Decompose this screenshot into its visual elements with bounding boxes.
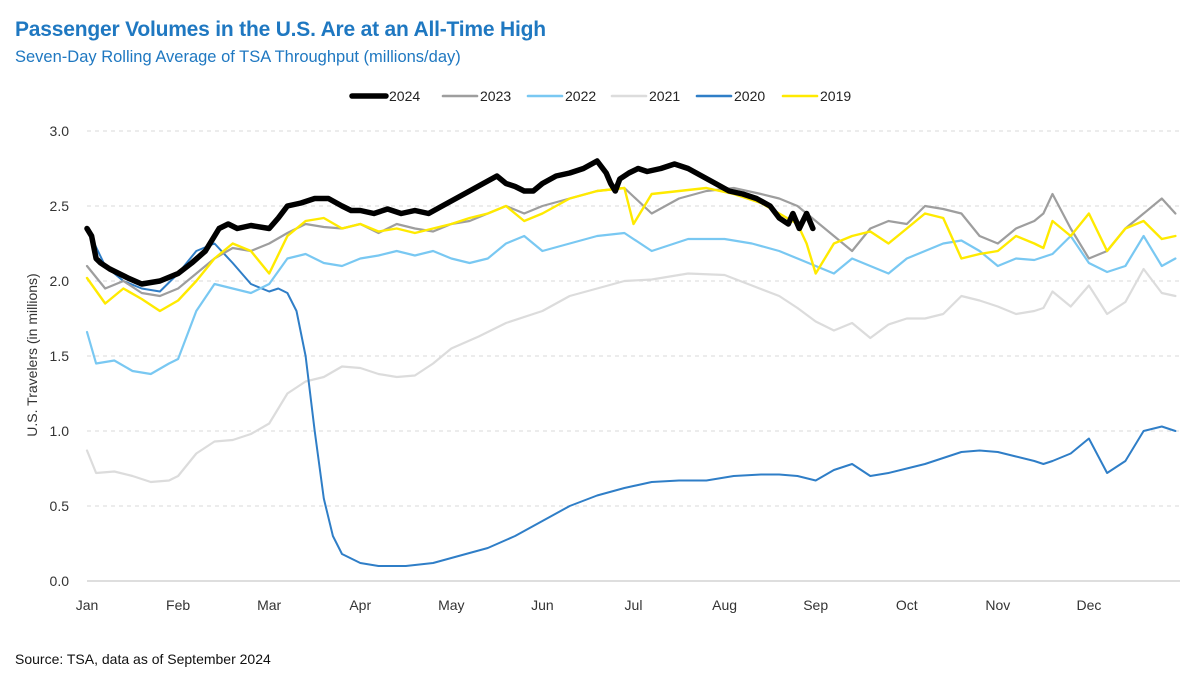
- line-chart: 0.0 0.5 1.0 1.5 2.0 2.5 3.0 Jan Feb Mar Apr May Jun…: [24, 88, 1180, 613]
- y-tick-label: 1.5: [50, 348, 70, 364]
- legend-label-2024: 2024: [389, 88, 420, 104]
- x-tick-label: Dec: [1076, 597, 1101, 613]
- series-line-2024: [84, 158, 816, 287]
- x-tick-label: May: [438, 597, 464, 613]
- x-tick-label: Sep: [803, 597, 828, 613]
- legend-label-2022: 2022: [565, 88, 596, 104]
- x-tick-label: Nov: [985, 597, 1010, 613]
- y-tick-label: 2.0: [50, 273, 70, 289]
- series-line-2022: [85, 231, 1177, 376]
- chart-title: Passenger Volumes in the U.S. Are at an …: [15, 18, 546, 41]
- x-tick-labels: Jan Feb Mar Apr May Jun Jul Aug Sep Oct Nov Dec: [76, 597, 1102, 613]
- y-tick-label: 1.0: [50, 423, 70, 439]
- series-line-2023: [85, 186, 1177, 298]
- y-axis-label: U.S. Travelers (in millions): [24, 273, 40, 436]
- x-tick-label: Jun: [531, 597, 554, 613]
- x-tick-label: Feb: [166, 597, 190, 613]
- series-lines: [84, 158, 1177, 567]
- legend-label-2023: 2023: [480, 88, 511, 104]
- legend-label-2020: 2020: [734, 88, 765, 104]
- y-tick-label: 2.5: [50, 198, 70, 214]
- x-tick-label: Jan: [76, 597, 99, 613]
- grid-lines: [87, 130, 1180, 582]
- x-tick-label: Mar: [257, 597, 281, 613]
- legend-label-2021: 2021: [649, 88, 680, 104]
- chart-subtitle: Seven-Day Rolling Average of TSA Through…: [15, 48, 461, 66]
- legend-label-2019: 2019: [820, 88, 851, 104]
- y-tick-label: 0.5: [50, 498, 70, 514]
- x-tick-label: Apr: [349, 597, 371, 613]
- series-line-2021: [85, 267, 1177, 484]
- x-tick-label: Aug: [712, 597, 737, 613]
- y-tick-label: 0.0: [50, 573, 70, 589]
- y-tick-label: 3.0: [50, 123, 70, 139]
- series-line-2019: [85, 186, 1177, 313]
- x-tick-label: Jul: [625, 597, 643, 613]
- x-tick-label: Oct: [896, 597, 918, 613]
- y-tick-labels: 0.0 0.5 1.0 1.5 2.0 2.5 3.0: [50, 123, 70, 589]
- legend: 2024 2023 2022 2021 2020 2019: [349, 88, 851, 104]
- source-note: Source: TSA, data as of September 2024: [15, 651, 271, 667]
- series-line-2020: [86, 227, 1177, 567]
